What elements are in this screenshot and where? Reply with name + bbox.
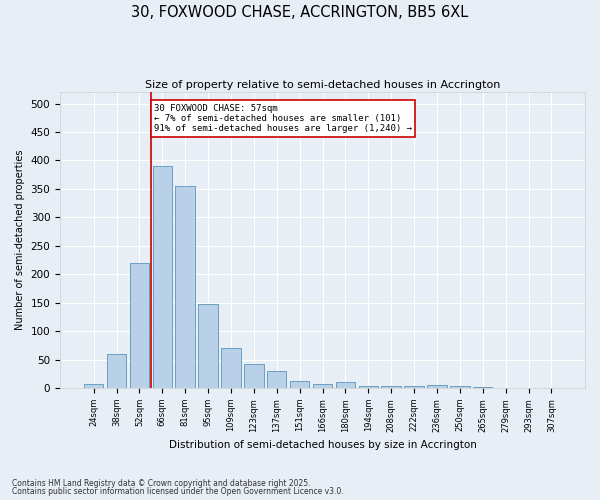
Bar xyxy=(175,186,195,388)
Text: Contains public sector information licensed under the Open Government Licence v3: Contains public sector information licen… xyxy=(12,487,344,496)
Bar xyxy=(313,384,332,388)
Text: 30, FOXWOOD CHASE, ACCRINGTON, BB5 6XL: 30, FOXWOOD CHASE, ACCRINGTON, BB5 6XL xyxy=(131,5,469,20)
Bar xyxy=(427,385,446,388)
Text: 30 FOXWOOD CHASE: 57sqm
← 7% of semi-detached houses are smaller (101)
91% of se: 30 FOXWOOD CHASE: 57sqm ← 7% of semi-det… xyxy=(154,104,412,134)
Bar xyxy=(335,382,355,388)
Bar xyxy=(359,386,378,388)
Bar xyxy=(382,386,401,388)
Bar xyxy=(221,348,241,388)
Bar xyxy=(107,354,126,388)
Bar xyxy=(267,371,286,388)
Bar xyxy=(199,304,218,388)
Bar xyxy=(473,387,493,388)
Y-axis label: Number of semi-detached properties: Number of semi-detached properties xyxy=(15,150,25,330)
X-axis label: Distribution of semi-detached houses by size in Accrington: Distribution of semi-detached houses by … xyxy=(169,440,476,450)
Title: Size of property relative to semi-detached houses in Accrington: Size of property relative to semi-detach… xyxy=(145,80,500,90)
Bar xyxy=(450,386,470,388)
Bar xyxy=(130,263,149,388)
Bar xyxy=(152,166,172,388)
Bar xyxy=(244,364,263,388)
Text: Contains HM Land Registry data © Crown copyright and database right 2025.: Contains HM Land Registry data © Crown c… xyxy=(12,478,311,488)
Bar xyxy=(290,380,310,388)
Bar xyxy=(84,384,103,388)
Bar xyxy=(404,386,424,388)
